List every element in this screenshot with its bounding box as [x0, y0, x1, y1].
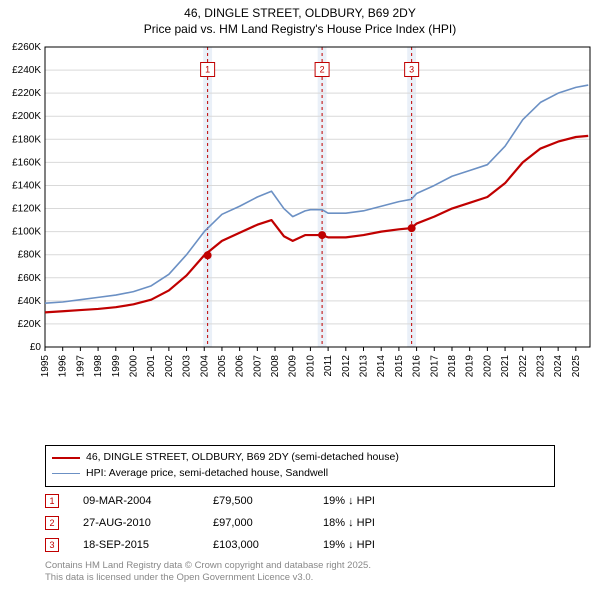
- event-date-2: 27-AUG-2010: [83, 517, 213, 529]
- event-diff-3: 19% ↓ HPI: [323, 539, 443, 551]
- legend-label-hpi: HPI: Average price, semi-detached house,…: [86, 466, 328, 482]
- svg-text:£40K: £40K: [18, 296, 42, 307]
- svg-text:£120K: £120K: [12, 204, 41, 215]
- svg-text:1996: 1996: [58, 355, 69, 378]
- legend-swatch-hpi: [52, 473, 80, 474]
- svg-text:£240K: £240K: [12, 65, 41, 76]
- svg-text:2010: 2010: [305, 355, 316, 378]
- svg-text:2008: 2008: [270, 355, 281, 378]
- svg-text:2023: 2023: [535, 355, 546, 378]
- event-price-2: £97,000: [213, 517, 323, 529]
- event-diff-2: 18% ↓ HPI: [323, 517, 443, 529]
- svg-text:2019: 2019: [465, 355, 476, 378]
- event-diff-1: 19% ↓ HPI: [323, 495, 443, 507]
- title-line2: Price paid vs. HM Land Registry's House …: [144, 22, 456, 36]
- legend-swatch-property: [52, 457, 80, 459]
- footer-line1: Contains HM Land Registry data © Crown c…: [45, 560, 371, 571]
- event-price-1: £79,500: [213, 495, 323, 507]
- svg-text:2018: 2018: [447, 355, 458, 378]
- chart-area: 1 2 3 £0 £20K £40K £60K £80K £100K £120K £140K £160…: [0, 42, 600, 402]
- event-marker-1: 1: [45, 494, 59, 508]
- svg-text:2016: 2016: [412, 355, 423, 378]
- svg-text:1999: 1999: [111, 355, 122, 378]
- event-table: 1 09-MAR-2004 £79,500 19% ↓ HPI 2 27-AUG…: [45, 490, 443, 556]
- event-row-3: 3 18-SEP-2015 £103,000 19% ↓ HPI: [45, 534, 443, 556]
- svg-text:2009: 2009: [288, 355, 299, 378]
- svg-text:2: 2: [320, 65, 325, 75]
- legend-row-property: 46, DINGLE STREET, OLDBURY, B69 2DY (sem…: [52, 450, 548, 466]
- svg-text:1998: 1998: [93, 355, 104, 378]
- svg-text:2007: 2007: [252, 355, 263, 378]
- svg-text:2011: 2011: [323, 355, 334, 377]
- svg-text:2020: 2020: [482, 355, 493, 378]
- svg-text:1: 1: [205, 65, 210, 75]
- svg-text:£260K: £260K: [12, 42, 41, 53]
- footer-line2: This data is licensed under the Open Gov…: [45, 572, 313, 583]
- svg-text:2024: 2024: [553, 355, 564, 378]
- svg-text:£160K: £160K: [12, 157, 41, 168]
- event-date-3: 18-SEP-2015: [83, 539, 213, 551]
- event-price-3: £103,000: [213, 539, 323, 551]
- price-chart-svg: 1 2 3 £0 £20K £40K £60K £80K £100K £120K £140K £160…: [0, 42, 600, 402]
- svg-text:1995: 1995: [40, 355, 51, 378]
- svg-text:2015: 2015: [394, 355, 405, 378]
- svg-text:2002: 2002: [164, 355, 175, 378]
- event-row-2: 2 27-AUG-2010 £97,000 18% ↓ HPI: [45, 512, 443, 534]
- svg-text:2001: 2001: [146, 355, 157, 378]
- svg-text:£180K: £180K: [12, 134, 41, 145]
- event-marker-3: 3: [45, 538, 59, 552]
- svg-text:2005: 2005: [217, 355, 228, 378]
- svg-text:2014: 2014: [376, 355, 387, 378]
- svg-text:2013: 2013: [359, 355, 370, 378]
- svg-text:£140K: £140K: [12, 180, 41, 191]
- svg-text:2022: 2022: [518, 355, 529, 378]
- svg-text:2017: 2017: [429, 355, 440, 378]
- svg-text:2003: 2003: [182, 355, 193, 378]
- svg-text:£0: £0: [30, 342, 42, 353]
- svg-text:2025: 2025: [571, 355, 582, 378]
- svg-text:3: 3: [409, 65, 414, 75]
- event-row-1: 1 09-MAR-2004 £79,500 19% ↓ HPI: [45, 490, 443, 512]
- svg-text:£100K: £100K: [12, 227, 41, 238]
- legend-label-property: 46, DINGLE STREET, OLDBURY, B69 2DY (sem…: [86, 450, 399, 466]
- svg-text:2021: 2021: [500, 355, 511, 378]
- event-date-1: 09-MAR-2004: [83, 495, 213, 507]
- svg-text:1997: 1997: [75, 355, 86, 378]
- svg-text:£20K: £20K: [18, 319, 42, 330]
- legend: 46, DINGLE STREET, OLDBURY, B69 2DY (sem…: [45, 445, 555, 487]
- svg-text:£200K: £200K: [12, 111, 41, 122]
- svg-text:2004: 2004: [199, 355, 210, 378]
- legend-row-hpi: HPI: Average price, semi-detached house,…: [52, 466, 548, 482]
- svg-text:£220K: £220K: [12, 88, 41, 99]
- event-marker-2: 2: [45, 516, 59, 530]
- svg-text:2000: 2000: [128, 355, 139, 378]
- svg-text:£60K: £60K: [18, 273, 42, 284]
- footer-attribution: Contains HM Land Registry data © Crown c…: [45, 560, 371, 584]
- title-line1: 46, DINGLE STREET, OLDBURY, B69 2DY: [184, 6, 416, 20]
- svg-text:£80K: £80K: [18, 250, 42, 261]
- svg-text:2006: 2006: [235, 355, 246, 378]
- chart-title: 46, DINGLE STREET, OLDBURY, B69 2DY Pric…: [0, 0, 600, 37]
- svg-text:2012: 2012: [341, 355, 352, 378]
